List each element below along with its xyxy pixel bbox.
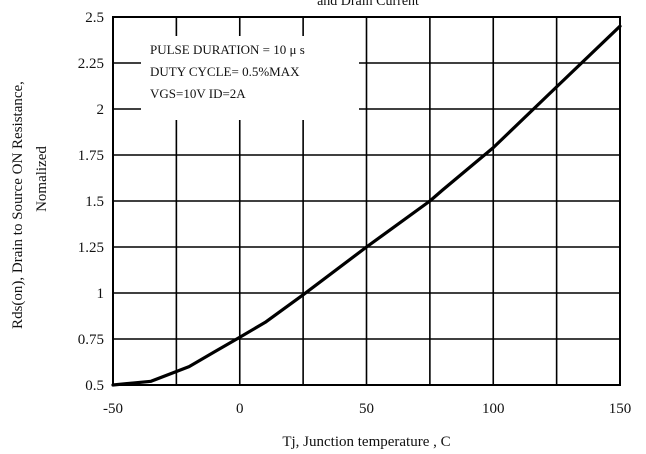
y-tick-label: 2.25 (78, 56, 104, 72)
x-tick-label: 150 (609, 401, 632, 417)
x-tick-label: -50 (103, 401, 123, 417)
x-tick-label: 50 (359, 401, 374, 417)
x-tick-label: 0 (236, 401, 244, 417)
y-tick-label: 2 (97, 102, 105, 118)
y-tick-label: 0.5 (85, 378, 104, 394)
annotation-line-duty: DUTY CYCLE= 0.5%MAX (150, 64, 300, 79)
y-axis-title-line2: Nomalized (34, 146, 50, 212)
y-tick-label: 2.5 (85, 10, 104, 26)
annotation-line-vgs: VGS=10V ID=2A (150, 86, 246, 101)
y-tick-label: 1.75 (78, 148, 104, 164)
y-tick-label: 1 (97, 286, 105, 302)
plot-frame (112, 16, 621, 386)
tick-labels: 0.5 0.75 1 1.25 1.5 1.75 2 2.25 2.5 -50 0 50 100 150 (78, 10, 632, 417)
y-tick-label: 0.75 (78, 332, 104, 348)
annotation-background (141, 36, 359, 120)
y-tick-label: 1.25 (78, 240, 104, 256)
y-axis-title: Rds(on), Drain to Source ON Resistance, (10, 81, 26, 329)
x-tick-label: 100 (482, 401, 505, 417)
annotation-line-pulse: PULSE DURATION = 10 μ s (150, 42, 305, 57)
series-line (111, 24, 622, 387)
y-tick-label: 1.5 (85, 194, 104, 210)
chart-title: and Drain Current (317, 0, 419, 9)
x-axis-title: Tj, Junction temperature , C (282, 434, 450, 450)
annotation-box: PULSE DURATION = 10 μ s DUTY CYCLE= 0.5%… (141, 36, 359, 120)
